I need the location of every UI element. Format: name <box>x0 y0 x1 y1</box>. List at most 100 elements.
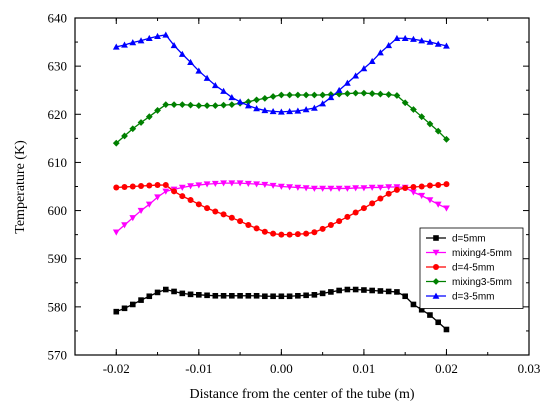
data-point <box>146 293 153 300</box>
data-point <box>277 108 285 115</box>
data-point <box>163 286 169 293</box>
data-point <box>385 42 393 49</box>
series-d-3-5mm <box>112 31 450 115</box>
data-point <box>368 184 376 191</box>
data-point <box>121 183 128 190</box>
data-point <box>286 184 294 191</box>
data-point <box>360 65 368 72</box>
data-point <box>402 184 409 191</box>
data-point <box>154 182 161 189</box>
data-point <box>137 207 145 214</box>
data-point <box>245 222 252 229</box>
data-point <box>336 287 342 294</box>
data-point <box>244 98 252 106</box>
series-d-5mm <box>113 286 450 333</box>
data-point <box>187 101 194 109</box>
data-point <box>418 183 425 190</box>
data-point <box>360 205 367 212</box>
data-point <box>368 90 376 97</box>
data-point <box>253 105 260 112</box>
legend-swatch-marker <box>433 235 439 241</box>
legend-swatch-marker <box>432 292 440 299</box>
data-point <box>394 289 400 295</box>
data-point <box>426 120 434 128</box>
data-point <box>410 301 417 308</box>
data-point <box>203 181 211 188</box>
data-point <box>377 49 384 56</box>
data-point <box>162 182 169 189</box>
data-point <box>121 305 128 312</box>
data-point <box>146 182 153 189</box>
data-point <box>129 183 136 190</box>
legend: d=5mm mixing4-5mm d=4-5mm mixing3-5mm d=3-5m… <box>419 227 524 309</box>
data-point <box>344 79 351 86</box>
data-point <box>269 93 277 100</box>
data-point <box>277 183 285 190</box>
data-point <box>352 185 360 192</box>
data-point <box>344 213 351 220</box>
data-point <box>245 292 252 299</box>
data-point <box>270 230 277 237</box>
data-point <box>261 107 269 114</box>
data-point <box>195 102 203 110</box>
data-point <box>236 98 244 105</box>
x-tick-label: 0.03 <box>518 361 541 376</box>
data-point <box>434 127 442 135</box>
y-tick-label: 620 <box>48 107 68 122</box>
data-point <box>121 222 128 229</box>
data-point <box>244 180 252 188</box>
data-point <box>310 185 318 192</box>
data-point <box>427 312 433 318</box>
data-point <box>162 31 170 38</box>
x-tick-label: -0.02 <box>103 361 130 376</box>
data-point <box>195 67 203 74</box>
data-point <box>211 102 219 110</box>
data-point <box>294 231 301 238</box>
data-point <box>393 186 400 193</box>
data-point <box>145 113 153 121</box>
data-point <box>244 102 252 109</box>
data-point <box>328 289 334 295</box>
data-point <box>385 190 392 197</box>
data-point <box>253 292 260 299</box>
data-point <box>311 292 318 298</box>
data-point <box>178 101 186 109</box>
data-point <box>113 308 120 315</box>
data-point <box>402 293 408 300</box>
data-point <box>145 201 153 208</box>
data-point <box>385 184 393 191</box>
data-point <box>360 89 368 97</box>
data-point <box>129 125 137 133</box>
data-point <box>129 39 137 46</box>
data-point <box>352 89 360 97</box>
data-point <box>360 185 368 192</box>
data-point <box>137 37 145 44</box>
data-point <box>138 183 145 190</box>
series-d-4-5mm <box>113 181 450 238</box>
data-point <box>377 90 384 98</box>
data-point <box>220 292 227 299</box>
data-point <box>286 231 293 238</box>
data-point <box>435 182 442 189</box>
data-point <box>261 228 268 235</box>
legend-swatch-marker <box>432 278 440 285</box>
legend-swatch-marker <box>432 249 440 256</box>
legend-label: d=3-5mm <box>452 292 495 303</box>
data-point <box>335 86 343 93</box>
series-line <box>115 92 447 144</box>
data-point <box>228 94 236 101</box>
data-point <box>178 184 186 191</box>
data-point <box>154 194 161 201</box>
data-point <box>344 90 351 97</box>
data-point <box>195 182 203 189</box>
data-point <box>335 90 343 98</box>
data-point <box>277 91 285 99</box>
data-point <box>295 292 301 299</box>
data-point <box>253 181 260 188</box>
data-point <box>113 184 120 191</box>
data-point <box>335 185 343 192</box>
data-point <box>418 192 426 200</box>
y-tick-label: 640 <box>48 11 68 26</box>
data-point <box>145 34 153 41</box>
legend-label: mixing4-5mm <box>452 248 512 259</box>
